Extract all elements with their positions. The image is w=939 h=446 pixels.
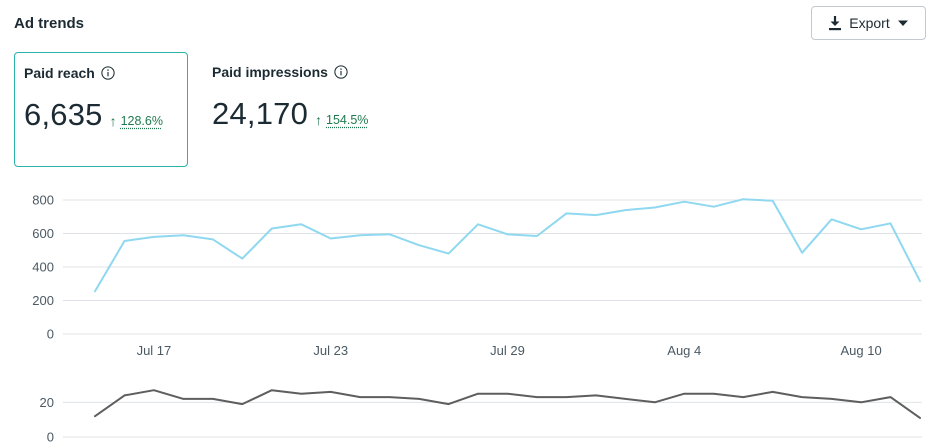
impressions-data-point [476, 392, 480, 396]
caret-down-icon [897, 19, 909, 27]
impressions-data-point [152, 388, 156, 392]
reach-data-point [152, 235, 156, 239]
impressions-data-point [447, 402, 451, 406]
impressions-data-point [93, 414, 97, 418]
reach-data-point [682, 200, 686, 204]
impressions-data-point [741, 395, 745, 399]
reach-data-point [859, 227, 863, 231]
reach-data-point [889, 221, 893, 225]
impressions-data-point [211, 397, 215, 401]
reach-ytick-label: 600 [32, 226, 54, 241]
reach-data-point [653, 206, 657, 210]
impressions-data-point [800, 395, 804, 399]
reach-data-point [506, 232, 510, 236]
impressions-data-point [506, 392, 510, 396]
reach-data-point [535, 234, 539, 238]
impressions-data-point [653, 400, 657, 404]
impressions-data-point [771, 390, 775, 394]
info-icon[interactable] [101, 66, 115, 80]
delta-badge: ↑ 154.5% [315, 111, 369, 128]
reach-data-point [712, 205, 716, 209]
metric-label: Paid reach [24, 65, 95, 81]
impressions-ytick-label: 0 [47, 430, 54, 445]
reach-data-point [771, 199, 775, 203]
reach-series-line [94, 198, 921, 293]
impressions-data-point [270, 388, 274, 392]
impressions-data-point [388, 395, 392, 399]
delta-badge: ↑ 128.6% [109, 112, 163, 129]
reach-ytick-label: 0 [47, 327, 54, 342]
reach-xtick-label: Jul 29 [490, 343, 525, 358]
metric-card-paid-reach[interactable]: Paid reach 6,635 ↑ 128.6% [14, 52, 188, 167]
metric-value: 24,170 [212, 96, 309, 131]
reach-data-point [211, 237, 215, 241]
metric-label: Paid impressions [212, 64, 328, 80]
delta-percent[interactable]: 154.5% [326, 113, 369, 127]
reach-xtick-label: Aug 4 [667, 343, 701, 358]
reach-data-point [564, 211, 568, 215]
impressions-data-point [830, 397, 834, 401]
reach-data-point [741, 197, 745, 201]
impressions-series-line [94, 389, 921, 419]
reach-ytick-label: 800 [32, 193, 54, 208]
reach-data-point [623, 208, 627, 212]
reach-data-point [299, 222, 303, 226]
info-icon[interactable] [334, 65, 348, 79]
reach-xtick-label: Jul 17 [137, 343, 172, 358]
reach-data-point [329, 237, 333, 241]
impressions-data-point [123, 393, 127, 397]
reach-data-point [388, 232, 392, 236]
impressions-data-point [564, 395, 568, 399]
reach-ytick-label: 200 [32, 293, 54, 308]
impressions-data-point [417, 397, 421, 401]
export-button[interactable]: Export [811, 6, 926, 40]
reach-data-point [417, 243, 421, 247]
arrow-up-icon: ↑ [315, 112, 323, 128]
impressions-data-point [299, 392, 303, 396]
reach-data-point [476, 222, 480, 226]
reach-data-point [181, 233, 185, 237]
reach-data-point [918, 279, 922, 283]
reach-data-point [800, 251, 804, 255]
download-icon [828, 15, 842, 31]
impressions-ytick-label: 20 [40, 395, 54, 410]
impressions-data-point [535, 395, 539, 399]
reach-data-point [93, 289, 97, 293]
reach-xtick-label: Aug 10 [840, 343, 881, 358]
page-title: Ad trends [14, 15, 85, 32]
reach-data-point [447, 252, 451, 256]
arrow-up-icon: ↑ [109, 113, 117, 129]
impressions-data-point [181, 397, 185, 401]
impressions-data-point [712, 392, 716, 396]
impressions-data-point [594, 393, 598, 397]
metric-value: 6,635 [24, 97, 103, 132]
impressions-data-point [682, 392, 686, 396]
reach-ytick-label: 400 [32, 260, 54, 275]
impressions-data-point [918, 416, 922, 420]
impressions-data-point [240, 402, 244, 406]
delta-percent[interactable]: 128.6% [120, 114, 163, 128]
reach-data-point [123, 239, 127, 243]
reach-data-point [240, 257, 244, 261]
reach-data-point [830, 217, 834, 221]
impressions-data-point [358, 395, 362, 399]
impressions-data-point [623, 397, 627, 401]
reach-data-point [358, 233, 362, 237]
reach-data-point [270, 227, 274, 231]
export-label: Export [849, 15, 890, 31]
reach-xtick-label: Jul 23 [313, 343, 348, 358]
impressions-data-point [329, 390, 333, 394]
impressions-data-point [889, 395, 893, 399]
metric-card-paid-impressions[interactable]: Paid impressions 24,170 ↑ 154.5% [203, 52, 403, 167]
impressions-data-point [859, 400, 863, 404]
reach-data-point [594, 213, 598, 217]
